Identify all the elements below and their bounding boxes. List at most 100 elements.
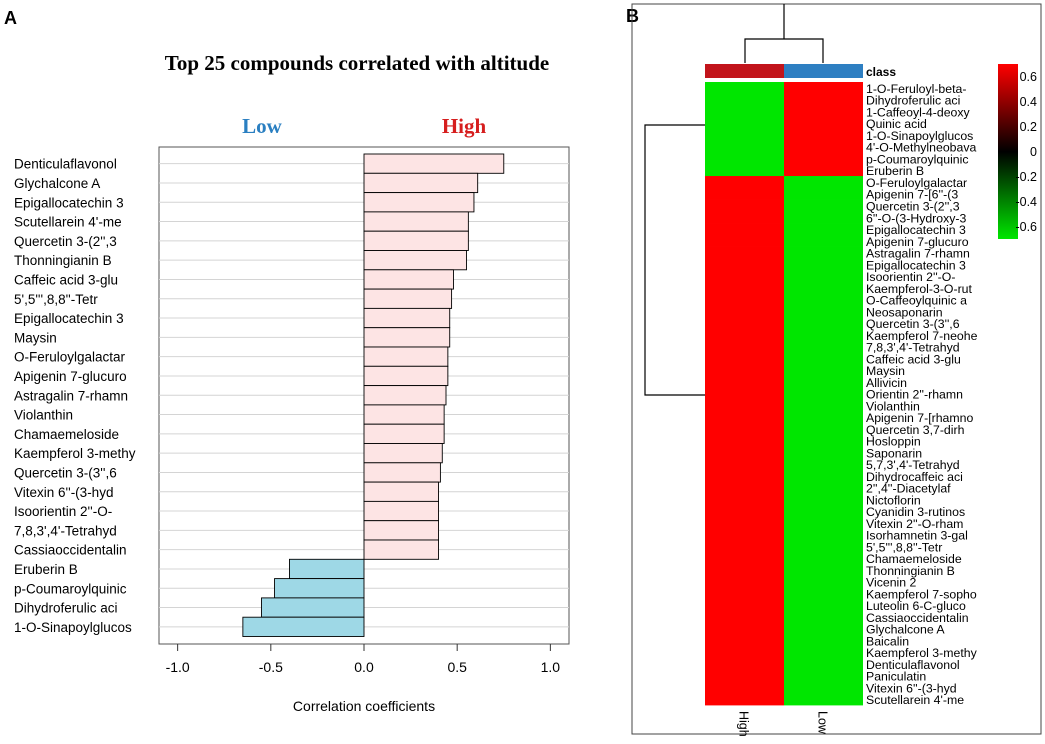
column-dendrogram [744, 4, 824, 63]
colorbar-tick-label: -0.2 [1015, 170, 1037, 184]
heatmap-cell-low [784, 411, 863, 424]
colorbar [998, 64, 1018, 239]
colorbar-tick-label: 0.4 [1020, 95, 1037, 109]
colorbar-tick-label: -0.6 [1015, 220, 1037, 234]
heatmap-row-labels: 1-O-Feruloyl-beta-Dihydroferulic aci1-Ca… [866, 82, 978, 707]
category-label: Quercetin 3-(3'',6 [14, 465, 117, 480]
row-label: Kaempferol 7-sopho [866, 587, 977, 601]
heatmap-cell-high [705, 293, 784, 306]
colorbar-tick-label: 0.2 [1020, 120, 1037, 134]
heatmap-cell-high [705, 105, 784, 118]
category-label: 1-O-Sinapoylglucos [14, 620, 132, 635]
heatmap-cell-low [784, 505, 863, 518]
heatmap-cell-high [705, 493, 784, 506]
heatmap-cell-high [705, 610, 784, 624]
heatmap-cell-low [784, 211, 863, 224]
column-label-high: High [737, 711, 751, 737]
high-group-label: High [442, 114, 487, 138]
x-axis-title: Correlation coefficients [293, 698, 435, 714]
colorbar-tick-label: -0.4 [1015, 195, 1037, 209]
row-label: Denticulaflavonol [866, 658, 960, 672]
row-label: Baicalin [866, 634, 909, 648]
heatmap-cell-low [784, 340, 863, 353]
row-label: Cassiaoccidentalin [866, 611, 969, 625]
heatmap-cell-low [784, 563, 863, 577]
row-label: Nictoflorin [866, 493, 921, 507]
heatmap-cell-low [784, 516, 863, 530]
heatmap-cell-low [784, 281, 863, 294]
bar-p-coumaroylquinic [274, 578, 365, 599]
heatmap-cell-high [705, 422, 784, 436]
row-label: Maysin [866, 364, 905, 378]
bar-maysin [363, 327, 451, 348]
heatmap-cell-low [784, 528, 863, 541]
x-tick-label: 0.5 [447, 659, 467, 675]
row-label: Quinic acid [866, 117, 927, 131]
bar-eruberin-b [289, 558, 365, 580]
x-tick-label: -0.5 [259, 659, 283, 675]
heatmap-cell-low [784, 199, 863, 212]
heatmap-cell-high [705, 622, 784, 635]
bar-1-o-sinapoylglucos [242, 616, 365, 637]
heatmap-cell-low [784, 105, 863, 118]
category-label: Chamaemeloside [14, 427, 119, 442]
heatmap-cell-low [784, 117, 863, 130]
bar-astragalin-7-rhamn [363, 385, 447, 406]
row-label: Neosaponarin [866, 305, 943, 319]
bar-scutellarein-4-me [363, 211, 469, 232]
row-label: Kaempferol 7-neohe [866, 329, 978, 343]
row-label: Allivicin [866, 376, 907, 390]
heatmap-cell-high [705, 246, 784, 259]
class-annotation-label: class [866, 65, 896, 79]
heatmap-cell-low [784, 293, 863, 306]
heatmap-cell-low [784, 305, 863, 318]
heatmap-cell-low [784, 258, 863, 271]
colorbar-tick-label: 0.6 [1020, 70, 1037, 84]
heatmap-cell-high [705, 399, 784, 412]
category-label: Cassiaoccidentalin [14, 543, 127, 558]
heatmap-cell-high [705, 411, 784, 424]
row-label: 1-O-Feruloyl-beta- [866, 82, 966, 96]
heatmap-cell-high [705, 164, 784, 177]
heatmap-cell-high [705, 693, 784, 706]
row-label: Isoorientin 2''-O- [866, 270, 955, 284]
row-label: Isorhamnetin 3-gal [866, 529, 968, 543]
heatmap-cell-high [705, 317, 784, 330]
heatmap-cell-high [705, 93, 784, 106]
row-label: Quercetin 3-(3'',6 [866, 317, 960, 331]
bar-isoorientin-2-o [363, 500, 439, 522]
category-label: Kaempferol 3-methy [14, 446, 136, 461]
category-label: O-Feruloylgalactar [14, 350, 126, 365]
row-label: Chamaemeloside [866, 552, 962, 566]
heatmap-cell-low [784, 552, 863, 565]
heatmap-cell-low [784, 493, 863, 506]
row-label: 1-O-Sinapoylglucos [866, 129, 973, 143]
row-label: Paniculatin [866, 670, 926, 684]
heatmap-cell-high [705, 540, 784, 553]
heatmap-cell-low [784, 693, 863, 706]
bar-caffeic-acid-3-glu [363, 269, 454, 290]
category-label: Thonningianin B [14, 253, 112, 268]
category-label: Scutellarein 4'-me [14, 215, 122, 230]
heatmap-cell-low [784, 82, 863, 95]
bar-apigenin-7-glucuro [363, 365, 449, 387]
bar-violanthin [363, 404, 445, 425]
row-label: Apigenin 7-[rhamno [866, 411, 973, 425]
heatmap-cell-low [784, 458, 863, 471]
category-label: Vitexin 6''-(3-hyd [14, 485, 113, 500]
bar-thonningianin-b [363, 250, 467, 271]
bar-quercetin-3-3-6 [363, 462, 441, 483]
bar-chamaemeloside [363, 423, 445, 444]
heatmap-cell-low [784, 657, 863, 671]
low-group-label: Low [242, 114, 283, 138]
heatmap-cell-high [705, 305, 784, 318]
colorbar-ticks: 0.6 0.4 0.2 0 -0.2 -0.4 -0.6 [1015, 70, 1037, 234]
row-label: Astragalin 7-rhamn [866, 247, 970, 261]
heatmap-cell-low [784, 164, 863, 177]
bar-quercetin-3-2-3 [363, 230, 469, 251]
category-label: Glychalcone A [14, 176, 100, 191]
row-label: O-Caffeoylquinic a [866, 294, 967, 308]
heatmap-cell-low [784, 93, 863, 106]
heatmap-cell-low [784, 129, 863, 142]
bar-cassiaoccidentalin [363, 539, 439, 560]
